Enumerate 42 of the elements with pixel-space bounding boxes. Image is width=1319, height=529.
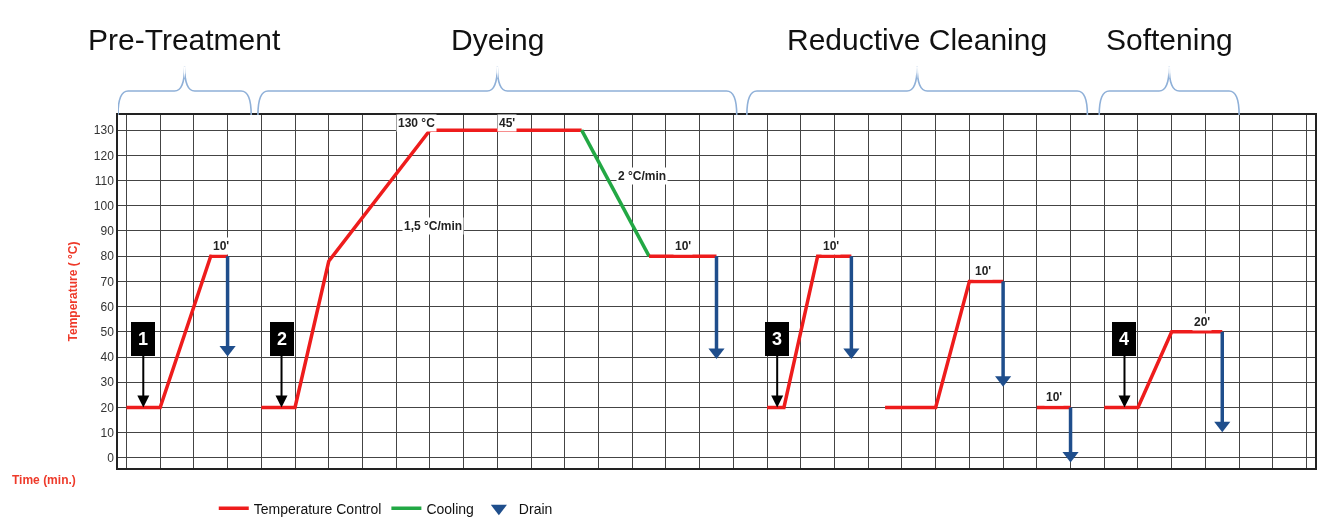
annotation: 10' [975, 264, 992, 278]
annotation: 2 [277, 329, 288, 349]
legend-label: Drain [518, 500, 553, 517]
annotation: 1 [138, 329, 149, 349]
text: Dyeing [451, 23, 545, 56]
annotation: 4 [1119, 329, 1130, 349]
y-tick-label: 50 [100, 325, 115, 340]
legend-label: Temperature Control [253, 500, 382, 517]
y-tick-label: 30 [100, 375, 115, 390]
text: Softening [1106, 23, 1233, 56]
legend-label: Cooling [426, 500, 474, 517]
y-tick-label: 100 [93, 198, 115, 213]
y-tick-label: 20 [100, 400, 115, 415]
y-tick-label: 130 [93, 123, 115, 138]
text: Reductive Cleaning [787, 23, 1048, 56]
y-tick-label: 90 [100, 224, 115, 239]
y-tick-label: 10 [100, 425, 115, 440]
annotation: 10' [823, 239, 840, 253]
text: Pre-Treatment [88, 23, 281, 56]
y-tick-label: 40 [100, 350, 115, 365]
y-tick-label: 0 [107, 451, 115, 466]
annotation: 10' [1046, 390, 1063, 404]
annotation: 45' [499, 116, 516, 130]
y-tick-label: 120 [93, 148, 115, 163]
annotation: 130 °C [398, 116, 436, 130]
x-axis-title: Time (min.) [12, 473, 76, 487]
point [708, 348, 725, 360]
point [1062, 451, 1079, 463]
annotation: 20' [1194, 315, 1211, 329]
y-tick-label: 70 [100, 274, 115, 289]
point [843, 348, 860, 360]
annotation: 1,5 °C/min [404, 219, 463, 233]
annotation: 10' [675, 239, 692, 253]
annotation: 2 °C/min [618, 169, 667, 183]
y-axis-title: Temperature ( °C) [65, 241, 80, 342]
point [1214, 421, 1231, 433]
y-tick-label: 110 [94, 173, 115, 188]
annotation: 3 [772, 329, 783, 349]
point [219, 345, 236, 357]
annotation: 10' [213, 239, 230, 253]
y-tick-label: 80 [100, 249, 115, 264]
y-tick-label: 60 [100, 299, 115, 314]
